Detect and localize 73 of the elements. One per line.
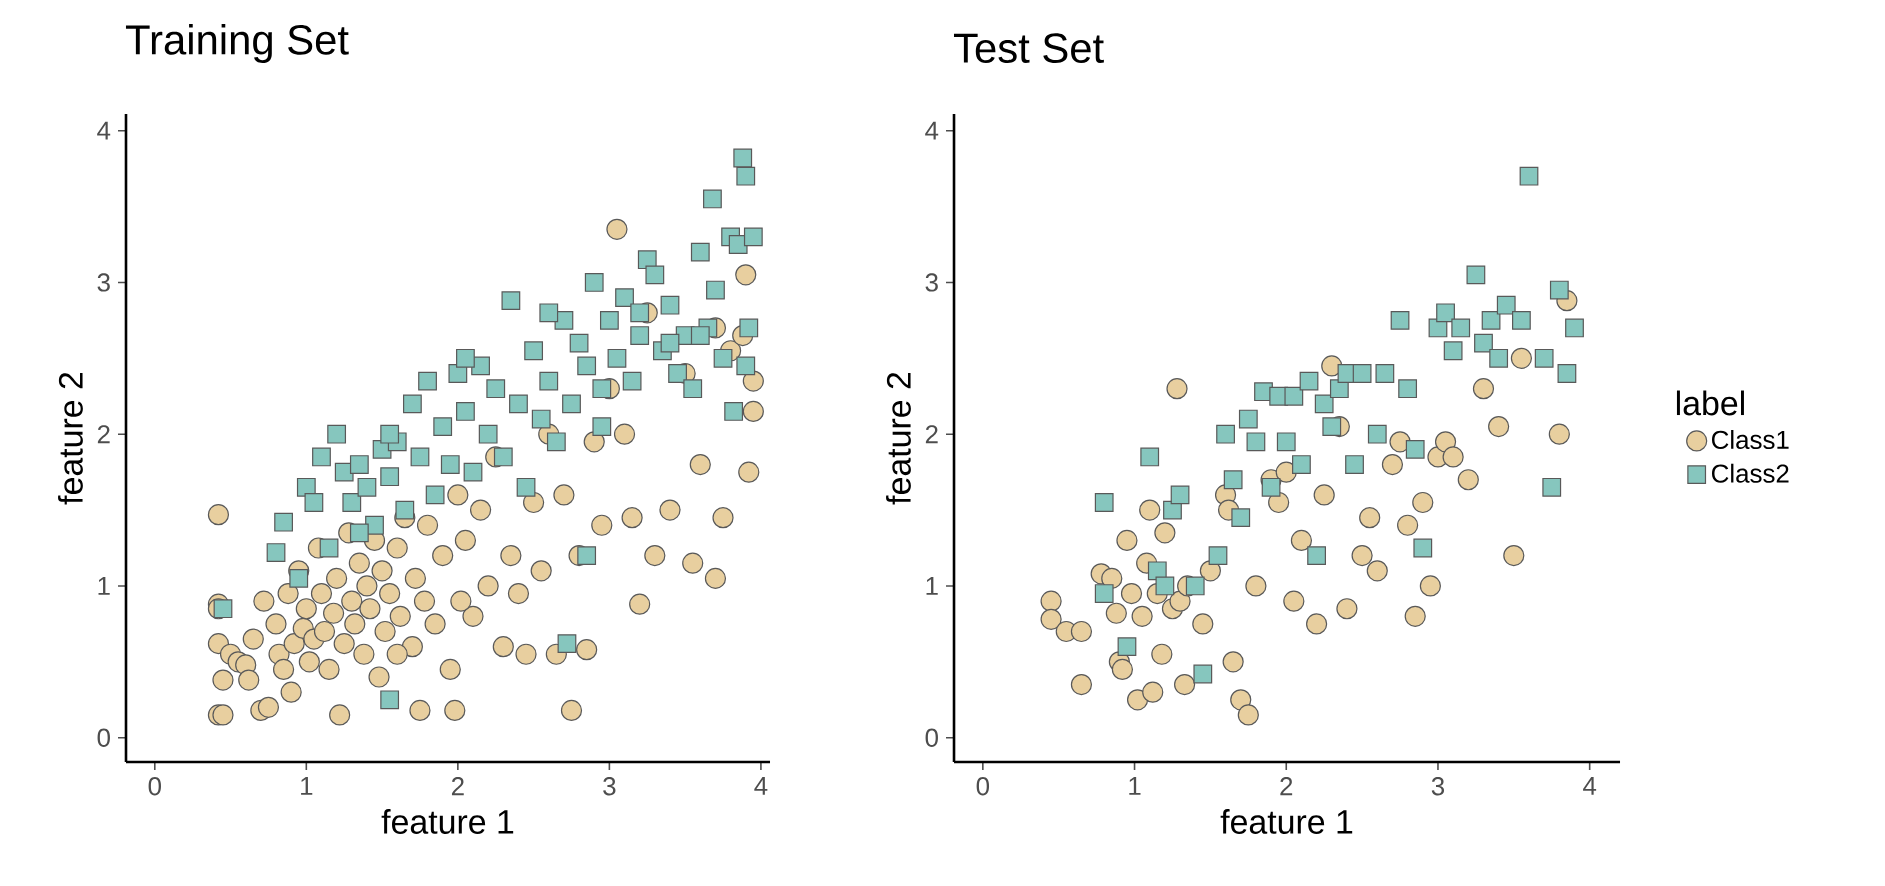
- y-tick-label: 3: [97, 273, 110, 292]
- y-axis-title: feature 2: [886, 372, 911, 505]
- point: [1436, 303, 1455, 323]
- point: [1284, 386, 1304, 406]
- y-tick-label: 3: [925, 273, 938, 292]
- point: [1208, 546, 1228, 566]
- x-tick-label: 3: [603, 777, 616, 796]
- x-tick-label: 3: [1431, 777, 1445, 796]
- point: [1185, 576, 1205, 596]
- point: [1117, 637, 1137, 657]
- y-tick-label: 0: [925, 728, 938, 747]
- point: [1261, 477, 1281, 497]
- point: [1238, 409, 1258, 429]
- y-tick-label: 4: [97, 121, 111, 140]
- point: [1292, 455, 1311, 474]
- point: [1519, 166, 1539, 186]
- point: [1223, 470, 1243, 490]
- x-tick-label: 0: [976, 777, 990, 796]
- point: [1443, 341, 1463, 361]
- point: [1481, 310, 1501, 330]
- point: [1352, 364, 1372, 383]
- x-axis-title: feature 1: [1220, 809, 1353, 834]
- point: [1375, 364, 1395, 383]
- point: [1276, 432, 1296, 452]
- point: [1231, 508, 1251, 528]
- legend-title: label: [1676, 390, 1744, 416]
- x-tick-label: 1: [301, 777, 313, 795]
- point: [1390, 310, 1410, 330]
- point: [1489, 348, 1509, 368]
- point: [1307, 546, 1326, 566]
- y-tick-label: 4: [925, 121, 939, 140]
- point: [1094, 584, 1114, 603]
- point: [1496, 295, 1516, 315]
- point: [1170, 485, 1190, 505]
- point: [1299, 371, 1319, 391]
- y-tick-label: 0: [97, 728, 110, 747]
- point: [1557, 364, 1577, 383]
- point: [1140, 447, 1160, 467]
- point: [1534, 348, 1554, 368]
- point: [1398, 379, 1418, 399]
- point: [1216, 424, 1235, 444]
- x-tick-label: 4: [754, 777, 768, 795]
- point: [1474, 333, 1493, 353]
- x-axis-title: feature 1: [381, 809, 514, 834]
- y-tick-label: 1: [98, 577, 110, 595]
- point: [1322, 417, 1342, 437]
- x-tick-label: 0: [148, 777, 161, 796]
- point: [1466, 265, 1486, 285]
- x-tick-label: 2: [1280, 777, 1293, 796]
- point: [1542, 477, 1562, 497]
- point: [1345, 455, 1364, 474]
- point: [1413, 538, 1433, 558]
- legend-label: Class2: [1711, 463, 1789, 483]
- point: [1314, 394, 1334, 414]
- legend-label: Class1: [1711, 429, 1789, 450]
- y-axis-title: feature 2: [58, 372, 83, 505]
- chart-title: Test Set: [953, 33, 1104, 63]
- y-tick-label: 2: [925, 425, 938, 444]
- point: [1193, 664, 1213, 684]
- point: [1367, 424, 1387, 444]
- x-tick-label: 4: [1583, 777, 1597, 795]
- y-tick-label: 2: [97, 425, 110, 444]
- point: [1512, 310, 1531, 330]
- point: [1094, 493, 1114, 512]
- x-tick-label: 1: [1129, 777, 1141, 795]
- y-tick-label: 1: [926, 577, 938, 595]
- point: [1565, 318, 1584, 338]
- point: [1405, 439, 1425, 459]
- point: [1549, 280, 1569, 300]
- x-tick-label: 2: [451, 777, 464, 796]
- chart-title: Training Set: [125, 24, 349, 63]
- point: [1246, 432, 1266, 452]
- point: [1451, 318, 1471, 338]
